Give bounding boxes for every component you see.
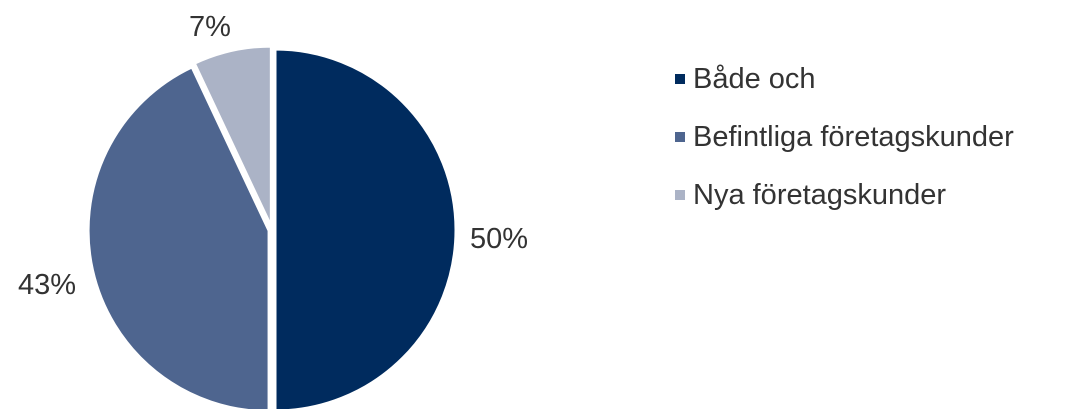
pie-data-label: 50%	[470, 223, 528, 255]
legend-label: Befintliga företagskunder	[693, 120, 1014, 153]
legend-swatch	[675, 190, 685, 200]
legend-label: Både och	[693, 62, 816, 95]
pie-slice-befintliga-företagskunder	[86, 64, 271, 409]
pie-slices	[86, 44, 458, 409]
legend-swatch	[675, 132, 685, 142]
legend-item-nya-foretagskunder: Nya företagskunder	[675, 174, 1014, 216]
chart-legend: Både och Befintliga företagskunder Nya f…	[675, 58, 1014, 232]
pie-slice-nya-företagskunder	[192, 44, 273, 228]
legend-label: Nya företagskunder	[693, 178, 947, 211]
pie-slice-både-och	[273, 47, 458, 409]
legend-swatch	[675, 74, 685, 84]
legend-item-befintliga-foretagskunder: Befintliga företagskunder	[675, 116, 1014, 158]
pie-data-labels: 50% 43% 7%	[18, 11, 528, 301]
pie-data-label: 7%	[189, 11, 231, 43]
legend-item-bade-och: Både och	[675, 58, 1014, 100]
pie-data-label: 43%	[18, 269, 76, 301]
